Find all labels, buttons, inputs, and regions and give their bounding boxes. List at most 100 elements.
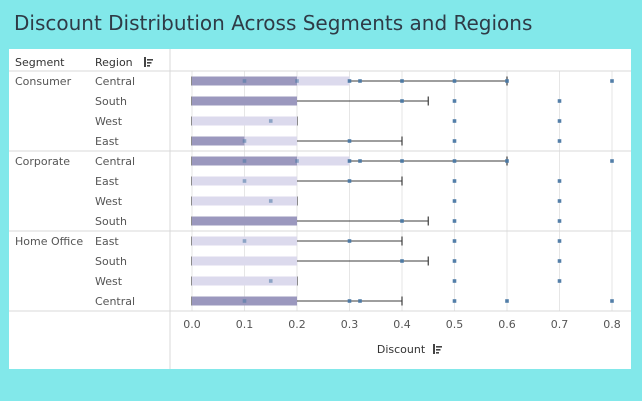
region-label[interactable]: Central (95, 75, 135, 88)
column-headers[interactable]: Segment Region (15, 56, 153, 69)
box-upper[interactable] (244, 136, 298, 146)
data-point[interactable] (610, 299, 614, 303)
sort-descending-icon[interactable] (144, 57, 153, 67)
region-label[interactable]: East (95, 135, 119, 148)
data-point[interactable] (557, 219, 562, 223)
data-point[interactable] (347, 239, 352, 243)
box-row[interactable]: East (95, 235, 562, 248)
data-point[interactable] (358, 79, 362, 83)
data-point[interactable] (242, 239, 247, 243)
box-row[interactable]: South (95, 215, 562, 228)
region-label[interactable]: South (95, 255, 127, 268)
data-point[interactable] (347, 299, 352, 303)
x-tick-label: 0.2 (288, 318, 306, 331)
data-point[interactable] (242, 139, 247, 143)
data-point[interactable] (347, 79, 352, 83)
data-point[interactable] (268, 199, 273, 203)
box-upper[interactable] (297, 76, 350, 86)
data-point[interactable] (268, 279, 273, 283)
sort-descending-icon[interactable] (433, 344, 442, 354)
data-point[interactable] (505, 299, 509, 303)
segment-label[interactable]: Consumer (15, 75, 72, 88)
box-row[interactable]: South (95, 95, 562, 108)
data-point[interactable] (557, 259, 562, 263)
region-label[interactable]: West (95, 195, 123, 208)
segment-header[interactable]: Segment (15, 56, 65, 69)
data-point[interactable] (347, 179, 352, 183)
data-point[interactable] (557, 199, 562, 203)
data-point[interactable] (452, 219, 457, 223)
data-point[interactable] (452, 179, 457, 183)
x-tick-label: 0.8 (603, 318, 621, 331)
data-point[interactable] (452, 199, 457, 203)
data-point[interactable] (347, 159, 352, 163)
data-point[interactable] (242, 159, 247, 163)
box-row[interactable]: Central (95, 155, 614, 168)
box-row[interactable]: East (95, 175, 562, 188)
box-upper[interactable] (192, 256, 297, 266)
box-upper[interactable] (297, 156, 350, 166)
boxplot-chart: Segment Region Consumer Central South West E… (9, 49, 631, 369)
region-label[interactable]: East (95, 175, 119, 188)
data-point[interactable] (610, 159, 614, 163)
data-point[interactable] (358, 299, 362, 303)
data-point[interactable] (452, 99, 457, 103)
data-point[interactable] (242, 79, 247, 83)
data-point[interactable] (400, 259, 404, 263)
box-row[interactable]: Central (95, 295, 614, 308)
data-point[interactable] (452, 279, 457, 283)
data-point[interactable] (242, 299, 247, 303)
data-point[interactable] (557, 119, 562, 123)
box-row[interactable]: West (95, 195, 562, 208)
region-label[interactable]: West (95, 275, 123, 288)
data-point[interactable] (358, 159, 362, 163)
region-label[interactable]: West (95, 115, 123, 128)
box-row[interactable]: Central (95, 75, 614, 88)
data-point[interactable] (400, 219, 404, 223)
segment-label[interactable]: Corporate (15, 155, 70, 168)
data-point[interactable] (557, 179, 562, 183)
region-label[interactable]: East (95, 235, 119, 248)
box-lower[interactable] (192, 216, 297, 226)
region-label[interactable]: South (95, 95, 127, 108)
box-row[interactable]: West (95, 275, 562, 288)
data-point[interactable] (268, 119, 273, 123)
data-point[interactable] (400, 159, 404, 163)
data-point[interactable] (557, 279, 562, 283)
data-point[interactable] (400, 99, 404, 103)
region-label[interactable]: Central (95, 155, 135, 168)
data-point[interactable] (557, 99, 562, 103)
data-point[interactable] (610, 79, 614, 83)
box-upper[interactable] (192, 116, 297, 126)
box-row[interactable]: West (95, 115, 562, 128)
x-tick-label: 0.0 (183, 318, 201, 331)
data-point[interactable] (452, 139, 457, 143)
data-point[interactable] (347, 139, 352, 143)
region-label[interactable]: Central (95, 295, 135, 308)
data-point[interactable] (295, 159, 299, 163)
box-row[interactable]: East (95, 135, 562, 148)
data-point[interactable] (505, 159, 509, 163)
data-point[interactable] (452, 119, 457, 123)
x-axis-title[interactable]: Discount (377, 343, 426, 356)
box-lower[interactable] (192, 136, 245, 146)
box-upper[interactable] (192, 196, 297, 206)
box-row[interactable]: South (95, 255, 562, 268)
data-point[interactable] (452, 259, 457, 263)
data-point[interactable] (452, 299, 457, 303)
region-label[interactable]: South (95, 215, 127, 228)
box-upper[interactable] (192, 276, 297, 286)
data-point[interactable] (295, 79, 299, 83)
data-point[interactable] (400, 79, 404, 83)
data-point[interactable] (452, 79, 457, 83)
data-point[interactable] (557, 239, 562, 243)
sort-icon-bar (436, 352, 439, 354)
box-lower[interactable] (192, 96, 297, 106)
data-point[interactable] (557, 139, 562, 143)
data-point[interactable] (505, 79, 509, 83)
data-point[interactable] (452, 239, 457, 243)
data-point[interactable] (452, 159, 457, 163)
segment-label[interactable]: Home Office (15, 235, 83, 248)
data-point[interactable] (242, 179, 247, 183)
region-header[interactable]: Region (95, 56, 133, 69)
